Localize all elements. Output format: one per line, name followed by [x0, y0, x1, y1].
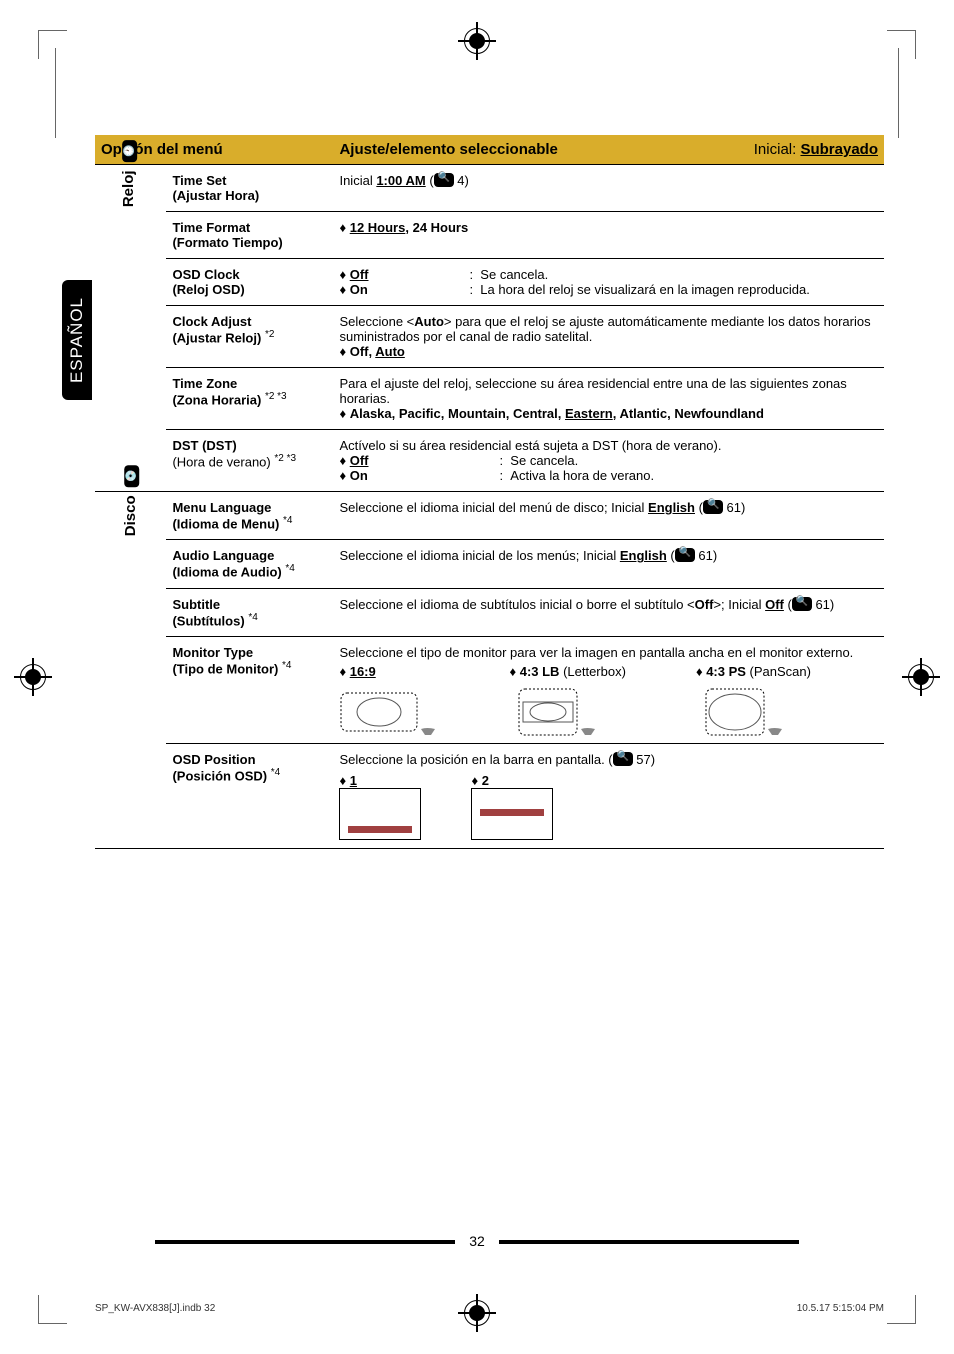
option-sub: (Reloj OSD): [172, 282, 244, 297]
tv-shape-icon: [339, 685, 439, 735]
option-main: Menu Language: [172, 500, 271, 515]
monitor-option: 4:3 LB (Letterbox): [509, 664, 625, 735]
option-cell: Menu Language(Idioma de Menu) *4: [166, 492, 333, 540]
crop-mark: [880, 48, 899, 138]
monitor-options: 16:9 4:3 LB (Letterbox) 4:3 PS (PanScan): [339, 664, 878, 735]
option-sub: (Posición OSD): [172, 768, 267, 783]
osd-option: 1: [339, 773, 421, 840]
option-main: OSD Clock: [172, 267, 239, 282]
header-col-setting: Ajuste/elemento seleccionable Inicial: S…: [333, 135, 884, 165]
option-cell: Time Zone(Zona Horaria) *2 *3: [166, 368, 333, 430]
option-cell: Subtitle(Subtítulos) *4: [166, 588, 333, 636]
monitor-option: 4:3 PS (PanScan): [696, 664, 811, 735]
option-footnote: *4: [271, 767, 280, 778]
setting-cell: Inicial 1:00 AM ( 4): [333, 165, 884, 212]
section-label: Reloj 🕐: [120, 140, 137, 207]
osd-box-icon: [339, 788, 421, 840]
option-main: OSD Position: [172, 752, 255, 767]
language-tab-label: ESPAÑOL: [67, 297, 87, 383]
option-main: Time Set: [172, 173, 226, 188]
setting-cell: 12 Hours, 24 Hours: [333, 212, 884, 259]
setting-cell: Seleccione el idioma de subtítulos inici…: [333, 588, 884, 636]
option-sub: (Ajustar Reloj): [172, 330, 261, 345]
option-cell: OSD Clock(Reloj OSD): [166, 259, 333, 306]
option-main: Time Format: [172, 220, 250, 235]
osd-option: 2: [471, 773, 553, 840]
monitor-option: 16:9: [339, 664, 439, 735]
option-cell: Clock Adjust(Ajustar Reloj) *2: [166, 306, 333, 368]
page-number: 32: [0, 1233, 954, 1249]
crop-mark: [55, 48, 74, 138]
option-footnote: *2: [265, 329, 274, 340]
setting-text: Seleccione el tipo de monitor para ver l…: [339, 645, 878, 660]
footer-right: 10.5.17 5:15:04 PM: [797, 1303, 884, 1314]
registration-mark: [908, 664, 934, 690]
option-footnote: *4: [248, 612, 257, 623]
crop-mark: [38, 1295, 67, 1324]
setting-cell: Seleccione el idioma inicial del menú de…: [333, 492, 884, 540]
option-main: Subtitle: [172, 597, 220, 612]
disc-icon: 💿: [124, 465, 139, 487]
option-cell: Audio Language (Idioma de Audio) *4: [166, 540, 333, 588]
option-footnote: *4: [285, 563, 294, 574]
registration-mark: [20, 664, 46, 690]
tv-shape-icon: [696, 685, 811, 735]
option-main: Clock Adjust: [172, 314, 251, 329]
setting-cell: Off: Se cancela.On: La hora del reloj se…: [333, 259, 884, 306]
crop-mark: [887, 1295, 916, 1324]
settings-table: Opción del menú Ajuste/elemento seleccio…: [95, 135, 884, 849]
option-cell: Time Set(Ajustar Hora): [166, 165, 333, 212]
option-sub: (Zona Horaria): [172, 392, 261, 407]
option-main: Time Zone: [172, 376, 237, 391]
setting-text: Seleccione la posición en la barra en pa…: [339, 752, 878, 767]
option-cell: OSD Position(Posición OSD) *4: [166, 743, 333, 848]
footer-left: SP_KW-AVX838[J].indb 32: [95, 1303, 215, 1314]
option-footnote: *2 *3: [274, 453, 296, 464]
option-cell: Monitor Type(Tipo de Monitor) *4: [166, 636, 333, 743]
option-sub: (Hora de verano): [172, 454, 270, 469]
setting-cell: Para el ajuste del reloj, seleccione su …: [333, 368, 884, 430]
section-label-cell: Disco 💿: [95, 492, 166, 849]
language-tab: ESPAÑOL: [62, 280, 92, 400]
option-sub: (Ajustar Hora): [172, 188, 259, 203]
section-label: Disco 💿: [122, 465, 139, 536]
section-label-cell: Reloj 🕐: [95, 165, 166, 492]
osd-options: 12: [339, 773, 878, 840]
option-cell: Time Format(Formato Tiempo): [166, 212, 333, 259]
setting-cell: Seleccione <Auto> para que el reloj se a…: [333, 306, 884, 368]
clock-icon: 🕐: [122, 140, 137, 162]
option-footnote: *4: [282, 660, 291, 671]
option-sub: (Idioma de Menu): [172, 516, 279, 531]
option-main: Audio Language: [172, 548, 274, 563]
option-sub: (Idioma de Audio): [172, 565, 281, 580]
option-sub: (Tipo de Monitor): [172, 661, 278, 676]
option-main: Monitor Type: [172, 645, 253, 660]
setting-cell: Actívelo si su área residencial está suj…: [333, 430, 884, 492]
header-initial: Inicial: Subrayado: [754, 141, 878, 158]
option-footnote: *4: [283, 515, 292, 526]
setting-cell: Seleccione el idioma inicial de los menú…: [333, 540, 884, 588]
setting-cell: Seleccione el tipo de monitor para ver l…: [333, 636, 884, 743]
option-main: DST (DST): [172, 438, 236, 453]
tv-shape-icon: [509, 685, 625, 735]
option-sub: (Subtítulos): [172, 613, 244, 628]
option-footnote: *2 *3: [265, 391, 287, 402]
osd-box-icon: [471, 788, 553, 840]
option-sub: (Formato Tiempo): [172, 235, 282, 250]
registration-mark: [464, 28, 490, 54]
footer: SP_KW-AVX838[J].indb 32 10.5.17 5:15:04 …: [95, 1303, 884, 1314]
setting-cell: Seleccione la posición en la barra en pa…: [333, 743, 884, 848]
option-cell: DST (DST)(Hora de verano) *2 *3: [166, 430, 333, 492]
